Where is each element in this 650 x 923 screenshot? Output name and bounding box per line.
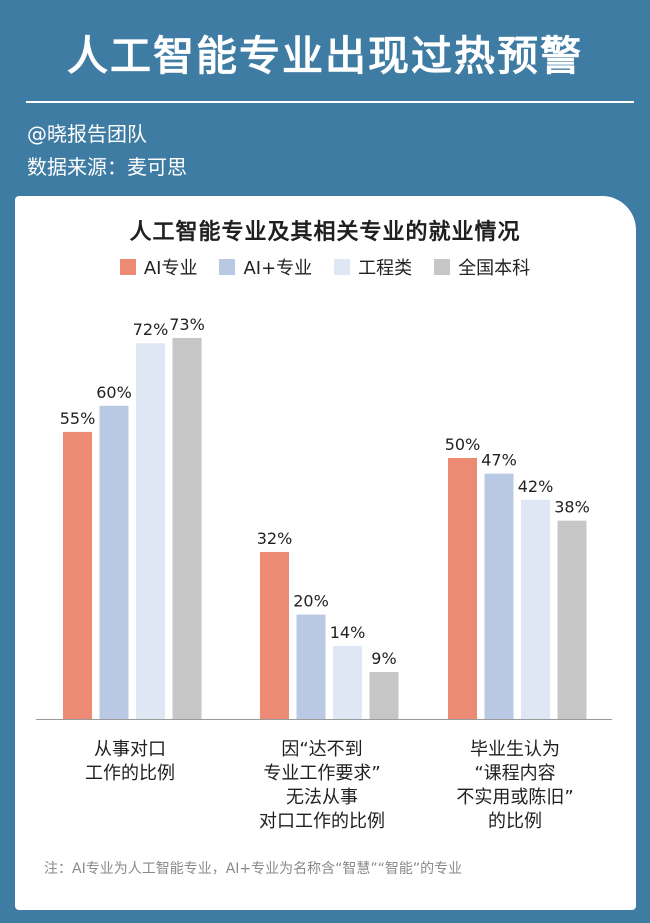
data-label-1-4: 73% <box>169 315 205 334</box>
chart-title: 人工智能专业及其相关专业的就业情况 <box>129 220 521 245</box>
bar-2-2 <box>296 614 326 719</box>
category-label-3-line-4: 的比例 <box>488 811 542 832</box>
legend-swatch-national <box>434 259 451 275</box>
bar-2-1 <box>260 551 289 719</box>
category-label-3-line-3: 不实用或陈旧” <box>456 787 573 808</box>
header-divider <box>26 101 634 103</box>
data-source: 数据来源：麦可思 <box>27 155 187 179</box>
data-label-3-3: 42% <box>518 477 554 496</box>
legend-item-ai-plus: AI+专业 <box>219 254 312 280</box>
bar-1-3 <box>136 343 165 719</box>
legend-swatch-engineering <box>334 259 351 275</box>
data-label-1-3: 72% <box>133 320 169 339</box>
chart-legend: AI专业 AI+专业 工程类 全国本科 <box>0 254 650 280</box>
data-label-1-2: 60% <box>96 383 132 402</box>
category-label-1-line-1: 从事对口 <box>94 739 166 760</box>
data-label-2-1: 32% <box>257 529 293 548</box>
category-label-2-line-3: 无法从事 <box>286 787 358 808</box>
category-label-2-line-1: 因“达不到 <box>281 739 362 760</box>
legend-label-ai-plus: AI+专业 <box>243 258 313 279</box>
category-label-2-line-2: 专业工作要求” <box>263 763 380 784</box>
data-label-1-1: 55% <box>60 409 96 428</box>
data-label-2-2: 20% <box>293 592 329 611</box>
bar-1-4 <box>172 337 202 719</box>
bar-1-2 <box>99 405 129 719</box>
legend-item-ai: AI专业 <box>119 254 198 280</box>
data-label-2-4: 9% <box>371 649 396 668</box>
category-label-2-line-4: 对口工作的比例 <box>259 811 385 832</box>
legend-label-national: 全国本科 <box>458 258 531 279</box>
bar-3-3 <box>521 499 550 719</box>
legend-label-engineering: 工程类 <box>358 258 413 279</box>
legend-swatch-ai-plus <box>219 259 236 275</box>
legend-item-national: 全国本科 <box>434 254 530 280</box>
bar-3-2 <box>484 473 514 719</box>
bar-3-1 <box>448 458 477 719</box>
page-title: 人工智能专业出现过热预警 <box>67 32 583 80</box>
bar-2-4 <box>369 672 399 719</box>
data-label-2-3: 14% <box>330 623 366 642</box>
author-credit: @晓报告团队 <box>27 122 147 146</box>
bar-3-4 <box>557 520 587 719</box>
legend-label-ai: AI专业 <box>143 258 198 279</box>
category-label-1-line-2: 工作的比例 <box>85 763 175 784</box>
data-label-3-1: 50% <box>445 435 481 454</box>
data-label-3-2: 47% <box>481 451 517 470</box>
bar-1-1 <box>63 431 92 719</box>
category-label-3-line-1: 毕业生认为 <box>470 739 560 760</box>
legend-item-engineering: 工程类 <box>334 254 412 280</box>
category-label-3-line-2: “课程内容 <box>474 763 555 784</box>
data-label-3-4: 38% <box>554 498 590 517</box>
legend-swatch-ai <box>119 259 136 275</box>
footnote: 注：AI专业为人工智能专业，AI+专业为名称含“智慧”“智能”的专业 <box>44 861 463 877</box>
bar-2-3 <box>333 645 362 719</box>
